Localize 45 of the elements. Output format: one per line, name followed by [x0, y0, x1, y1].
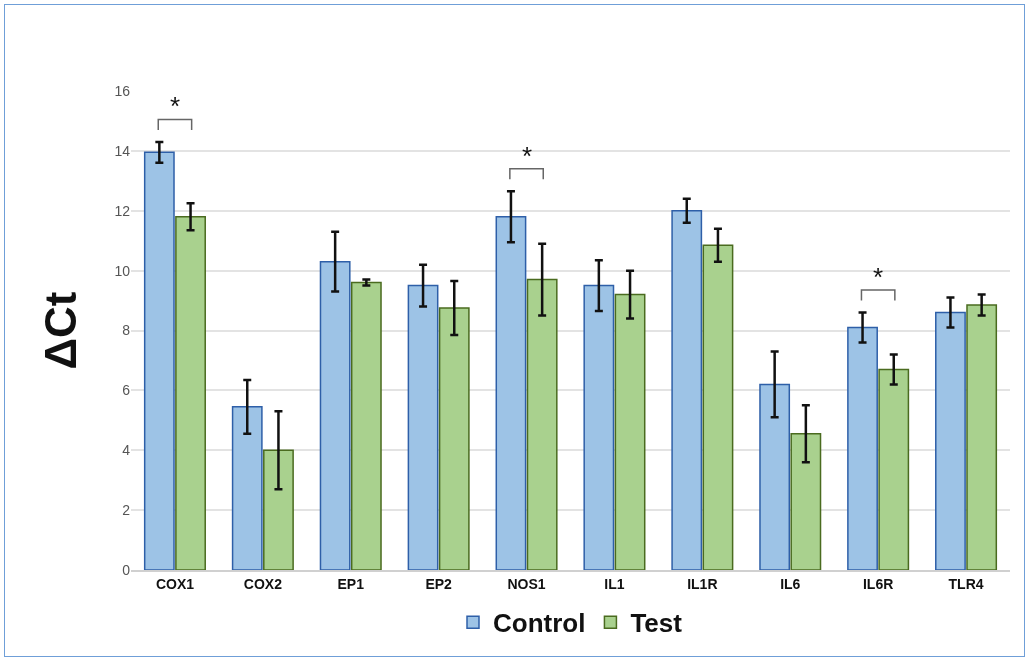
bar [614, 293, 646, 570]
bar [407, 284, 439, 570]
bar [350, 281, 382, 570]
y-axis-title: ΔCt [35, 291, 85, 370]
bar [935, 311, 966, 570]
y-tick-label: 8 [122, 322, 131, 339]
bar [847, 326, 878, 570]
y-tick-label: 10 [114, 262, 131, 279]
legend-label: Control [493, 608, 586, 639]
bar [231, 406, 263, 570]
y-tick-label: 4 [122, 442, 131, 459]
bar [583, 284, 615, 570]
y-tick-label: 12 [114, 202, 131, 219]
bar [319, 260, 351, 570]
x-tick-label: IL6R [862, 575, 894, 592]
x-tick-label: IL1 [604, 575, 625, 592]
bar [966, 304, 998, 570]
legend-label: Test [630, 608, 683, 639]
x-tick-label: COX2 [243, 575, 283, 592]
y-tick-label: 6 [122, 382, 131, 399]
bar [263, 449, 294, 570]
y-tick-label: 16 [114, 82, 131, 99]
annotation: * [170, 91, 181, 121]
bar [671, 210, 703, 570]
bar [526, 278, 558, 570]
y-tick-label: 0 [122, 561, 131, 578]
bar [702, 244, 734, 570]
x-tick-label: IL6 [780, 575, 801, 592]
bar [495, 215, 527, 570]
x-tick-label: COX1 [155, 575, 195, 592]
x-tick-label: EP2 [425, 575, 453, 592]
bar [790, 433, 822, 570]
x-tick-label: NOS1 [507, 575, 546, 592]
bar [175, 215, 206, 570]
y-tick-label: 2 [122, 502, 131, 519]
bar [759, 383, 791, 570]
y-tick-label: 14 [114, 142, 131, 159]
bar [438, 307, 470, 570]
annotation: * [873, 262, 884, 292]
bar [143, 151, 175, 570]
bar [878, 368, 910, 570]
x-tick-label: TLR4 [948, 575, 984, 592]
x-tick-label: IL1R [687, 575, 718, 592]
annotation: * [522, 141, 533, 171]
x-tick-label: EP1 [337, 575, 365, 592]
